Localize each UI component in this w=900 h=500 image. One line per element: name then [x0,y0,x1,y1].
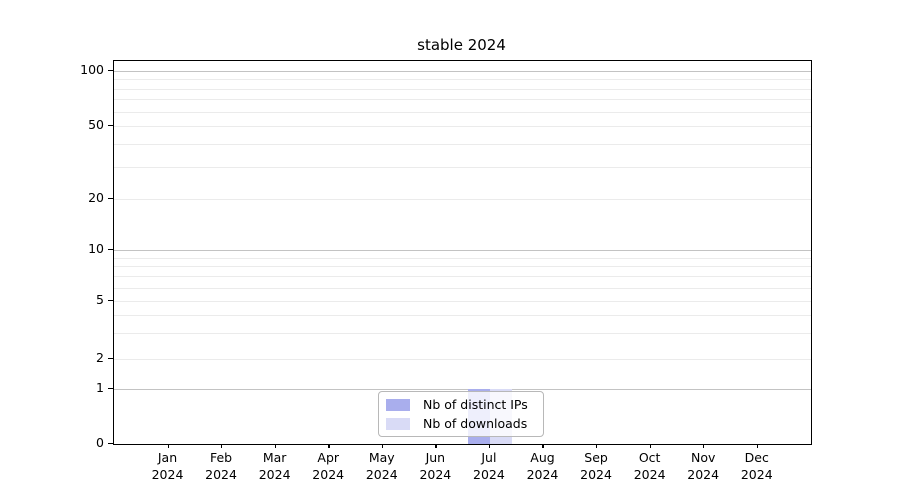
y-tick [108,388,113,390]
y-gridline [114,287,811,289]
y-tick-label: 100 [80,62,104,77]
y-gridline [114,359,811,360]
legend-swatch-distinct-ips [386,398,410,411]
x-tick [488,444,491,449]
y-gridline [114,199,811,200]
legend-item-distinct-ips: Nb of distinct IPs [386,395,543,414]
x-tick-label: Aug 2024 [526,450,559,482]
y-gridline [114,99,811,101]
x-tick [167,444,169,449]
y-tick [108,70,113,72]
x-tick [756,444,759,449]
x-tick [221,444,223,449]
y-tick [108,125,113,127]
x-tick [542,444,544,449]
x-tick [381,444,384,449]
y-tick-label: 0 [96,435,104,450]
y-gridline [114,266,811,268]
y-gridline [114,143,811,145]
y-gridline [114,257,811,259]
x-tick [435,444,437,449]
x-tick-label: Feb 2024 [205,450,237,482]
y-gridline [114,111,811,113]
y-tick [108,198,113,200]
legend-swatch-downloads [386,417,410,430]
y-tick-label: 5 [96,292,104,307]
y-tick [108,249,113,251]
x-tick-label: Oct 2024 [633,450,666,482]
y-gridline [114,276,811,278]
plot-area [113,60,812,445]
y-gridline [114,79,811,81]
y-gridline [114,315,811,317]
x-tick [649,444,651,449]
y-tick [108,443,113,445]
x-tick-label: Sep 2024 [580,450,612,482]
y-gridline [114,250,811,251]
x-tick-label: Apr 2024 [312,450,345,482]
x-tick-label: Jan 2024 [151,450,184,482]
y-gridline [114,333,811,335]
x-tick-label: Jun 2024 [419,450,452,482]
x-tick [596,444,598,449]
y-gridline [114,88,811,90]
legend-item-downloads: Nb of downloads [386,414,543,433]
x-tick-label: Mar 2024 [258,450,291,482]
x-tick [274,444,276,449]
legend: Nb of distinct IPs Nb of downloads [378,391,544,437]
x-tick-label: Dec 2024 [740,450,773,482]
legend-label-downloads: Nb of downloads [423,416,528,431]
x-tick-label: May 2024 [365,450,398,482]
y-tick-label: 10 [88,241,104,256]
y-tick-label: 1 [96,380,104,395]
x-tick [328,444,330,449]
y-gridline [114,126,811,127]
y-tick-label: 2 [96,350,104,365]
y-tick-label: 50 [88,117,104,132]
y-gridline [114,166,811,168]
x-tick [703,444,705,449]
x-tick-label: Nov 2024 [687,450,720,482]
y-tick [108,358,113,360]
x-tick-label: Jul 2024 [473,450,505,482]
y-gridline [114,301,811,302]
legend-label-distinct-ips: Nb of distinct IPs [423,397,528,412]
y-tick-label: 20 [88,190,104,205]
chart-title: stable 2024 [417,36,506,54]
y-gridline [114,389,811,390]
y-gridline [114,71,811,72]
y-tick [108,300,113,302]
